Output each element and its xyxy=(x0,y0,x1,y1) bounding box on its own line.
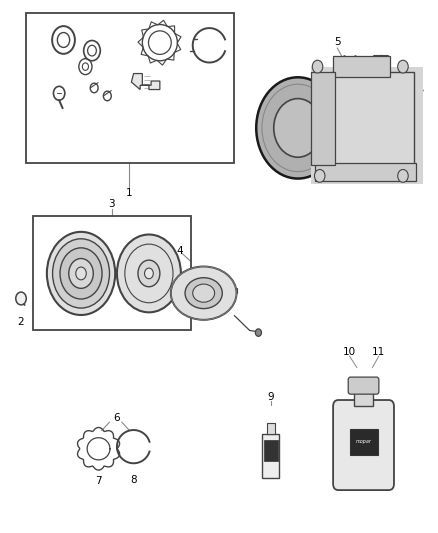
Text: 8: 8 xyxy=(130,475,137,484)
Ellipse shape xyxy=(185,278,223,309)
Text: 3: 3 xyxy=(108,199,115,208)
Ellipse shape xyxy=(171,266,237,320)
Circle shape xyxy=(76,267,86,280)
Bar xyxy=(33,216,191,330)
Circle shape xyxy=(398,60,408,73)
Bar xyxy=(331,72,414,165)
Circle shape xyxy=(53,239,110,308)
Bar xyxy=(266,423,275,434)
Text: mopar: mopar xyxy=(356,439,371,445)
Ellipse shape xyxy=(193,284,215,302)
Circle shape xyxy=(398,169,408,182)
Bar xyxy=(350,429,378,455)
Circle shape xyxy=(16,292,26,305)
Circle shape xyxy=(145,268,153,279)
Text: 10: 10 xyxy=(343,347,356,357)
Circle shape xyxy=(47,232,115,315)
Circle shape xyxy=(314,169,325,182)
FancyBboxPatch shape xyxy=(333,400,394,490)
Bar xyxy=(26,13,234,163)
Text: 5: 5 xyxy=(334,37,341,46)
Text: 4: 4 xyxy=(176,246,183,255)
Circle shape xyxy=(312,60,323,73)
Circle shape xyxy=(256,77,339,179)
Circle shape xyxy=(69,259,93,288)
Circle shape xyxy=(255,329,261,336)
Bar xyxy=(315,163,416,181)
Circle shape xyxy=(274,99,322,157)
Circle shape xyxy=(60,248,102,299)
Text: 7: 7 xyxy=(95,476,102,486)
Bar xyxy=(354,391,373,406)
Polygon shape xyxy=(311,67,423,184)
Polygon shape xyxy=(131,74,160,90)
Text: 2: 2 xyxy=(18,318,25,327)
Text: 9: 9 xyxy=(267,392,274,402)
Text: 1: 1 xyxy=(126,188,133,198)
FancyBboxPatch shape xyxy=(348,377,379,394)
Circle shape xyxy=(117,235,181,312)
Text: 6: 6 xyxy=(113,414,120,423)
Bar xyxy=(264,440,278,461)
Bar xyxy=(262,434,279,478)
Bar xyxy=(333,56,390,77)
Text: 11: 11 xyxy=(372,347,385,357)
Circle shape xyxy=(283,109,313,147)
Circle shape xyxy=(138,260,160,287)
Bar xyxy=(311,72,335,165)
